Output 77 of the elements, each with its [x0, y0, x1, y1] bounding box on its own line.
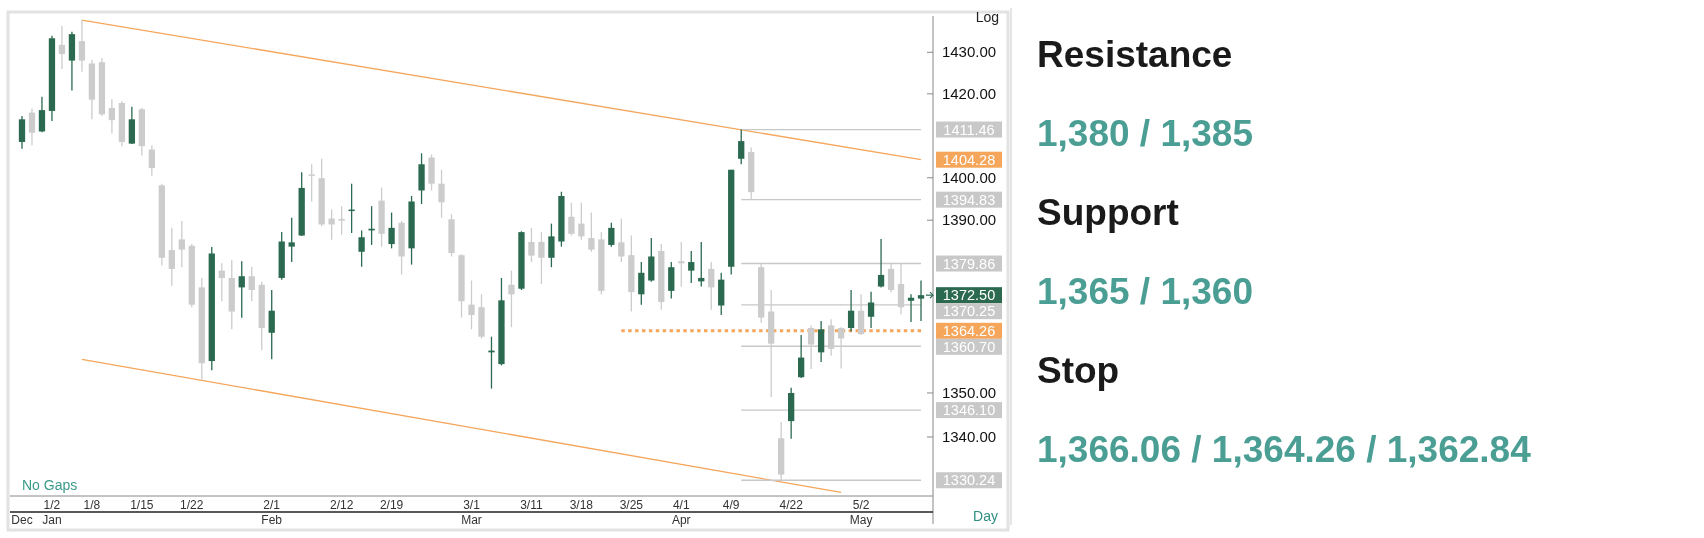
- candlestick: [668, 261, 675, 300]
- y-tick-label: 1390.00: [941, 211, 997, 229]
- candlestick: [528, 227, 535, 263]
- x-tick-label: 1/15: [130, 498, 154, 512]
- candlestick: [608, 222, 615, 248]
- text: Support: [1037, 192, 1179, 233]
- text: 1,366.06 / 1,364.26 / 1,362.84: [1037, 429, 1532, 470]
- annotation: No Gaps: [22, 477, 78, 493]
- x-tick-label: 4/22: [779, 498, 804, 512]
- candlestick: [308, 163, 315, 203]
- x-tick-label: 3/1 Mar: [461, 498, 482, 527]
- text: Log: [975, 9, 999, 25]
- x-tick-label: 3/11: [520, 498, 543, 512]
- x-tick-label: 1/8: [83, 498, 101, 512]
- candlestick: [548, 222, 555, 268]
- candlestick: [388, 211, 395, 249]
- candlestick: [688, 250, 695, 284]
- x-tick-label: 3/18: [569, 498, 594, 512]
- candlestick: [58, 25, 66, 70]
- candlestick: [678, 241, 685, 288]
- candlestick: [168, 227, 175, 287]
- candlestick: [708, 261, 715, 311]
- candlestick: [638, 261, 645, 306]
- candlestick: [338, 205, 345, 236]
- candlestick: [268, 289, 275, 360]
- text: Stop: [1037, 350, 1120, 391]
- candlestick: [38, 96, 46, 133]
- candlestick: [847, 289, 855, 333]
- candlestick: [508, 269, 515, 328]
- y-tick-label: 1400.00: [941, 168, 997, 186]
- candlestick: [588, 211, 595, 253]
- candlestick: [817, 320, 825, 363]
- candlestick: [288, 216, 295, 263]
- candlestick: [468, 279, 475, 330]
- x-tick-label: 1/2 Jan: [42, 498, 62, 527]
- candlestick: [358, 229, 365, 268]
- candlestick: [218, 262, 225, 302]
- candlestick: [568, 202, 575, 237]
- x-tick-label: 1/22: [180, 498, 204, 512]
- x-tick-label: 2/1 Feb: [261, 498, 283, 527]
- candlestick: [618, 217, 625, 263]
- candlestick: [238, 260, 245, 319]
- candlestick: [907, 293, 915, 323]
- text: Day: [973, 508, 998, 524]
- candlestick: [877, 238, 885, 289]
- candlestick: [798, 334, 805, 379]
- candlestick: [578, 202, 585, 241]
- y-tick-label: 1340.00: [941, 427, 997, 445]
- candlestick: [438, 169, 445, 219]
- candlestick: [328, 208, 335, 241]
- data-label: 1364.26: [942, 322, 996, 339]
- x-tick-label: 2/19: [379, 498, 404, 512]
- x-tick-label: 4/1 Apr: [671, 498, 691, 527]
- y-tick-label: 1420.00: [941, 84, 997, 102]
- text: 1372.50: [942, 287, 996, 304]
- candlestick: [148, 144, 155, 177]
- candlestick: [28, 107, 36, 146]
- text: 1,380 / 1,385: [1037, 113, 1254, 154]
- text: Resistance: [1037, 34, 1233, 75]
- x-tick-label: 2/12: [329, 498, 354, 512]
- candlestick: [178, 220, 185, 268]
- candlestick: [248, 266, 255, 302]
- candlestick: [917, 279, 925, 322]
- x-tick-label: 4/9: [722, 498, 740, 512]
- x-tick-label: 5/2 May: [849, 498, 873, 527]
- data-label: 1404.28: [942, 151, 996, 168]
- y-tick-label: 1430.00: [941, 43, 997, 61]
- candlestick: [867, 291, 875, 329]
- candlestick: [538, 231, 545, 285]
- candlestick: [18, 115, 26, 150]
- candlestick: [738, 128, 745, 165]
- x-tick-label: 3/25: [619, 498, 644, 512]
- x-tick-label: Dec: [11, 513, 33, 527]
- text: 1,365 / 1,360: [1037, 271, 1254, 312]
- candlestick: [78, 19, 86, 73]
- candlestick: [108, 98, 116, 135]
- y-tick-label: 1350.00: [941, 383, 997, 401]
